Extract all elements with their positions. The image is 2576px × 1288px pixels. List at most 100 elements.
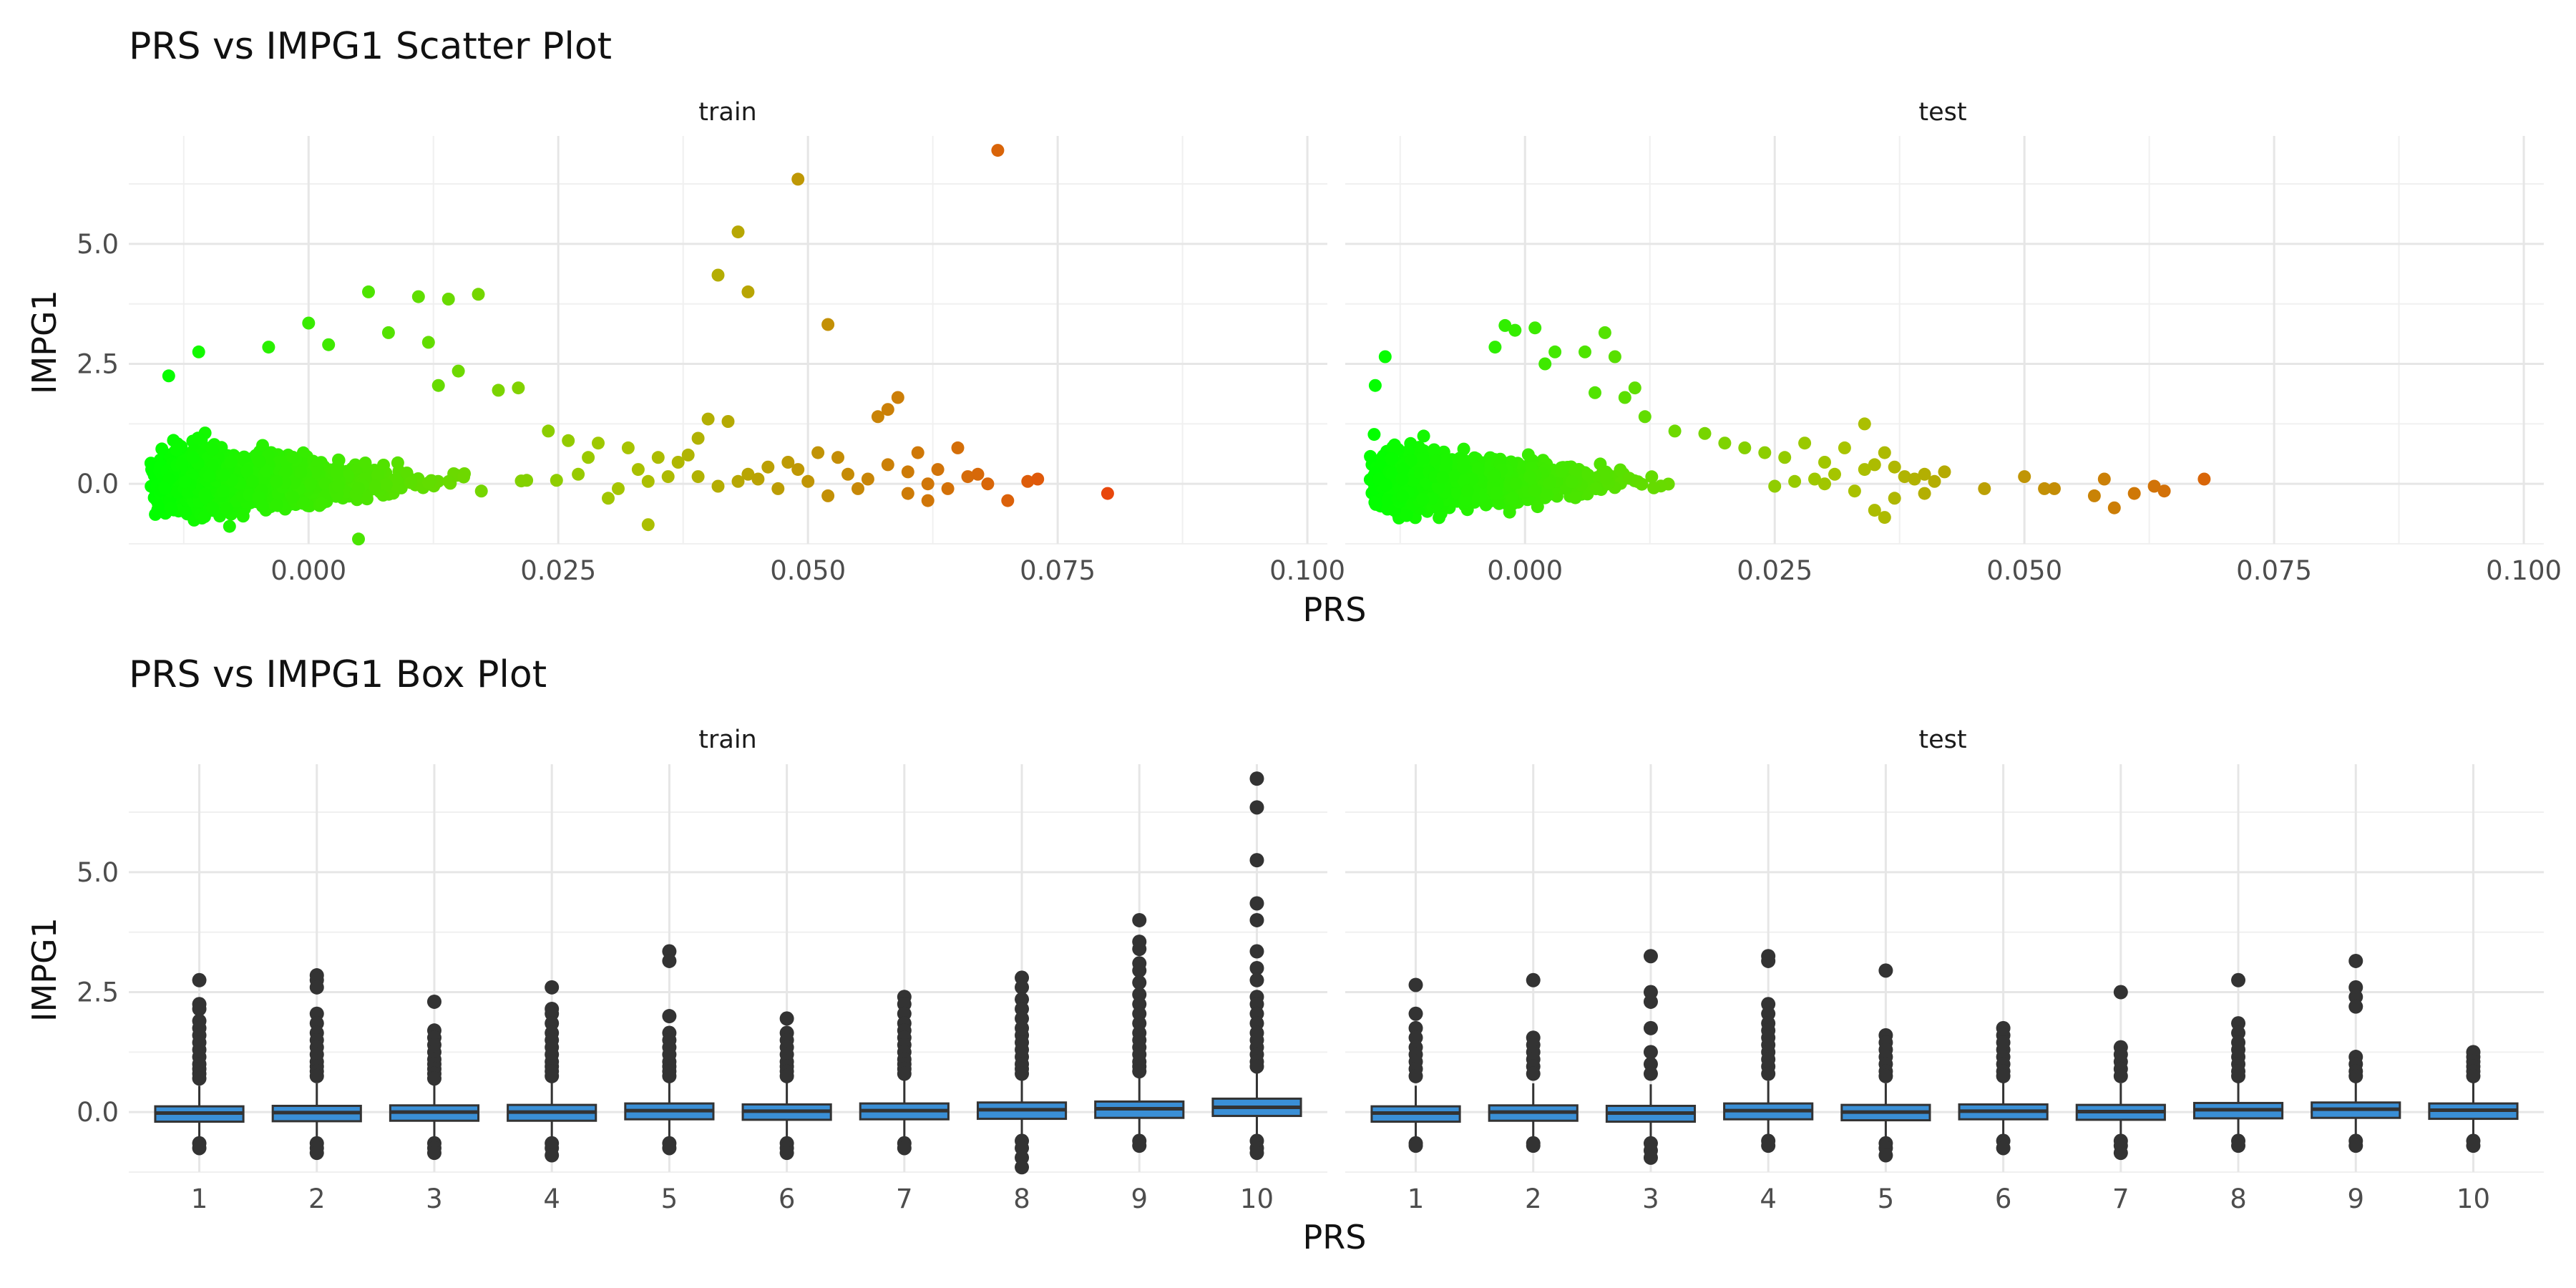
scatter-point [1506,492,1519,505]
scatter-point [352,532,365,546]
scatter-point [236,509,250,523]
outlier-point [662,953,677,968]
scatter-point [1818,477,1831,491]
scatter-point [1528,484,1541,497]
scatter-point [841,467,854,481]
scatter-point [1798,436,1812,450]
outlier-point [897,1066,912,1081]
outlier-point [1526,1138,1541,1153]
scatter-point [1645,470,1659,484]
scatter-point [631,463,645,477]
scatter-point [1531,500,1544,514]
scatter-point [514,474,528,488]
x-tick-label: 0.100 [2486,555,2562,586]
scatter-point [155,442,169,456]
outlier-point [1878,963,1893,978]
scatter-point [1440,456,1453,469]
outlier-point [779,1146,794,1161]
scatter-point [362,285,375,298]
outlier-point [309,980,324,995]
scatter-point [1668,424,1682,438]
outlier-point [2466,1138,2481,1153]
scatter-point [771,482,785,495]
scatter-point [286,490,300,504]
scatter-point [1368,379,1382,392]
scatter-point [1888,492,1901,505]
x-tick-label: 3 [1642,1184,1659,1214]
scatter-point [421,336,435,349]
box-6 [1958,1020,2049,1156]
scatter-point [852,482,864,495]
outlier-point [192,1002,207,1016]
scatter-point [1818,456,1831,469]
scatter-point [1589,482,1603,496]
scatter-point [861,472,874,486]
outlier-point [2348,953,2363,968]
scatter-point [186,451,200,464]
scatter-point [472,288,485,301]
scatter-point [205,443,219,457]
scatter-point [1457,474,1470,487]
box-1 [154,972,245,1156]
outlier-point [1761,1066,1776,1081]
scatter-chart: PRS vs IMPG1 Scatter Plot train test 0.0… [25,25,2562,629]
scatter-point [2127,487,2141,500]
outlier-point [1249,912,1264,927]
scatter-point [1498,318,1512,332]
scatter-point [821,489,835,502]
scatter-point [223,519,236,533]
scatter-point [512,381,525,395]
outlier-point [1132,912,1147,927]
scatter-point [1828,467,1841,481]
outlier-point [1132,963,1147,978]
scatter-point [270,475,283,489]
scatter-point [442,474,456,488]
scatter-point [371,468,384,482]
scatter-point [1758,446,1772,459]
box-3 [1605,949,1697,1165]
x-tick-label: 2 [308,1184,326,1214]
x-tick-label: 1 [191,1184,208,1214]
x-tick-label: 0.075 [1020,555,1096,586]
scatter-point [1868,504,1881,517]
scatter-point [1385,467,1399,480]
scatter-point [1788,474,1802,488]
scatter-point [1508,323,1522,337]
scatter-point [1396,462,1410,476]
box-7 [859,990,950,1156]
scatter-point [921,477,935,491]
x-tick-label: 0.000 [1487,555,1563,586]
box-title: PRS vs IMPG1 Box Plot [129,653,547,696]
box-2 [271,968,362,1161]
scatter-point [255,499,269,513]
outlier-point [1249,800,1264,815]
outlier-point [2231,1068,2246,1083]
scatter-point [253,455,266,468]
outlier-point [1526,1066,1541,1081]
outlier-point [779,1068,794,1083]
scatter-point [2157,484,2171,498]
outlier-point [545,980,560,995]
scatter-point [572,467,585,481]
scatter-point [1538,357,1552,371]
scatter-point [1898,470,1911,484]
scatter-point [1548,345,1562,358]
scatter-point [1490,487,1503,499]
scatter-point [1417,429,1430,443]
scatter-point [286,451,300,464]
box-10 [2428,1045,2519,1153]
y-tick-label: 2.5 [77,977,119,1008]
scatter-point [1589,386,1601,399]
scatter-point [612,482,625,495]
box-panel-train: 1 2 3 4 5 6 7 8 9 100.02.55.0 [77,764,1327,1214]
x-tick-label: 1 [1407,1184,1425,1214]
scatter-point [191,431,205,445]
x-tick-label: 6 [1995,1184,2012,1214]
scatter-point [1433,511,1446,525]
outlier-point [1526,972,1541,987]
x-tick-label: 6 [779,1184,796,1214]
scatter-point [1456,461,1470,474]
x-tick-label: 0.075 [2236,555,2312,586]
